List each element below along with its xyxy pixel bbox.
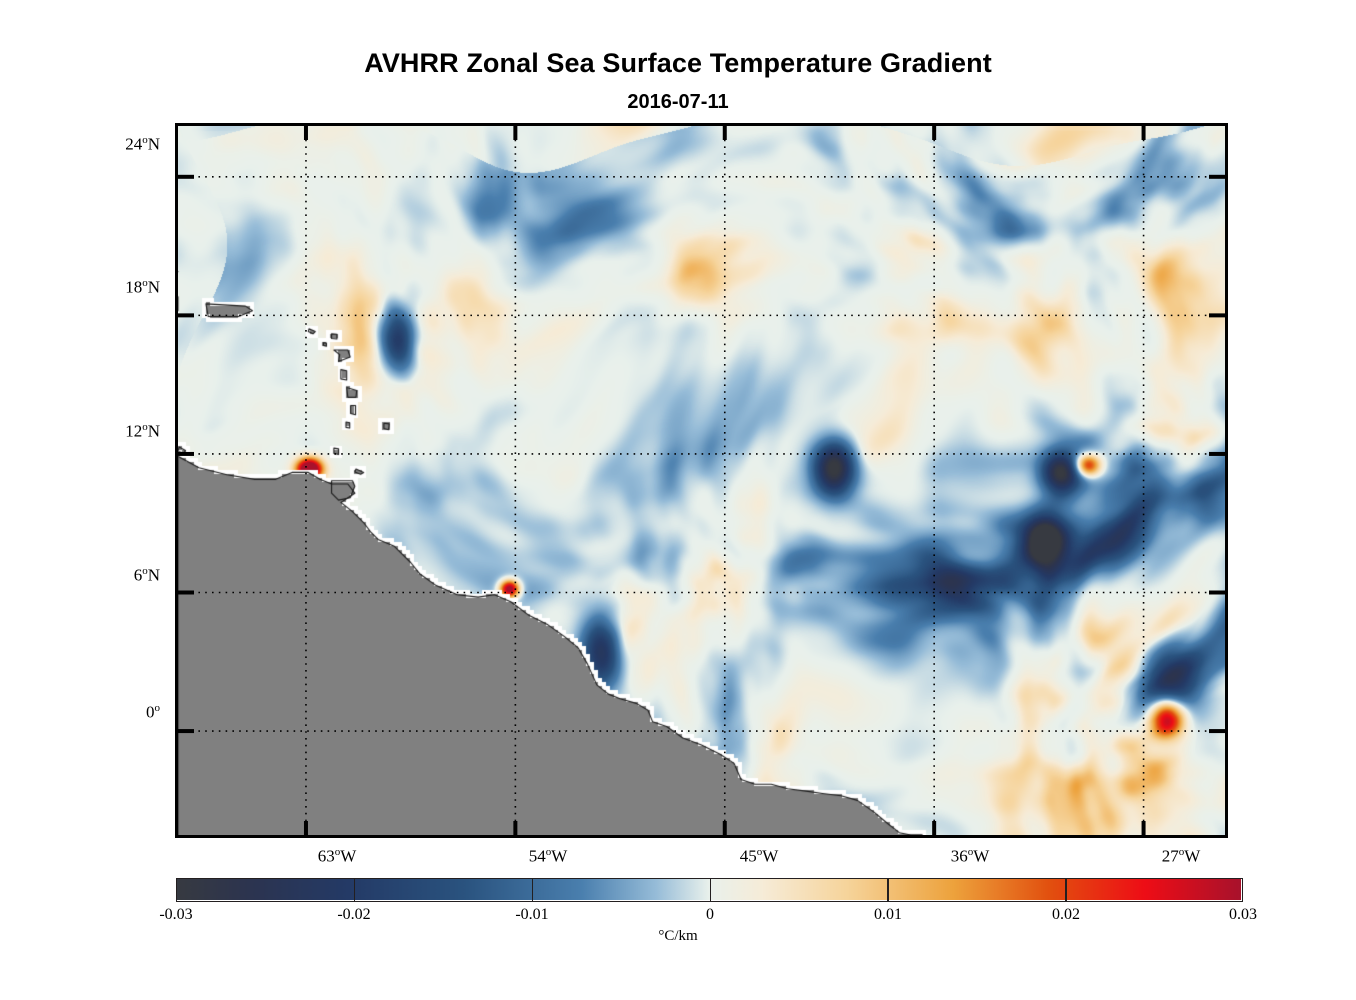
y-tick-label-3: 6oN [133, 565, 160, 585]
x-tick-label-1: 54oW [528, 846, 568, 866]
colorbar-label-1: -0.02 [337, 906, 371, 923]
y-tick-label-1: 18oN [125, 277, 160, 297]
sst-gradient-heatmap [178, 126, 1225, 835]
colorbar-ticks [176, 878, 1243, 902]
colorbar-tick-1 [353, 878, 356, 902]
colorbar-label-2: -0.01 [515, 906, 549, 923]
colorbar-tick-2 [531, 878, 534, 902]
figure-title: AVHRR Zonal Sea Surface Temperature Grad… [364, 48, 992, 78]
colorbar-tick-3 [709, 878, 711, 902]
colorbar-unit-label: °C/km [658, 928, 698, 944]
y-tick-label-2: 12oN [125, 421, 160, 441]
colorbar-label-4: 0.01 [874, 906, 902, 923]
colorbar-gradient [177, 879, 1241, 900]
x-tick-label-0: 63oW [317, 846, 357, 866]
figure-subtitle: 2016-07-11 [627, 91, 729, 113]
colorbar-label-6: 0.03 [1229, 906, 1257, 923]
map-axes [175, 123, 1228, 838]
y-tick-label-4: 0o [146, 702, 160, 722]
colorbar-label-0: -0.03 [159, 906, 193, 923]
colorbar-tick-4 [887, 878, 889, 902]
colorbar-label-5: 0.02 [1052, 906, 1080, 923]
colorbar-tick-5 [1065, 878, 1067, 902]
y-tick-label-0: 24oN [125, 134, 160, 154]
colorbar-label-3: 0 [706, 906, 714, 923]
map-overlay [178, 126, 1225, 835]
x-tick-label-3: 36oW [950, 846, 990, 866]
x-tick-label-4: 27oW [1161, 846, 1201, 866]
x-tick-label-2: 45oW [739, 846, 779, 866]
